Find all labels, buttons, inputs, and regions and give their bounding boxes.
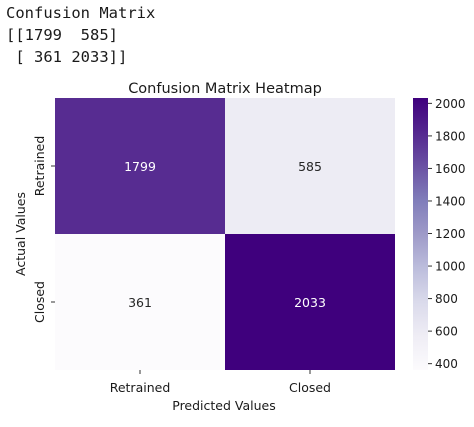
heatmap-cell [225,98,395,234]
colorbar-tick-label: 1000 [435,260,466,274]
colorbar-tick-label: 400 [435,357,458,371]
x-axis: Retrained Closed [110,370,331,395]
colorbar-ticks: 400 600 800 1000 1200 1400 1600 1800 2000 [428,97,466,371]
y-tick-label: Closed [32,281,47,323]
y-tick-label: Retrained [32,136,47,197]
x-tick-label: Closed [289,380,331,395]
heatmap-cell [55,98,225,234]
chart-title: Confusion Matrix Heatmap [128,81,322,97]
console-line-matrix-row-1: [[1799 585] [6,26,118,44]
y-axis-label: Actual Values [13,192,28,276]
cell-value-label: 361 [128,295,152,310]
colorbar-tick-label: 600 [435,325,458,339]
heatmap-cells: 1799 585 361 2033 [55,98,395,370]
console-output: Confusion Matrix [[1799 585] [ 361 2033]] [6,2,155,68]
colorbar-tick-label: 1200 [435,227,466,241]
console-line-title: Confusion Matrix [6,4,156,22]
y-axis: Retrained Closed [32,136,55,323]
cell-value-label: 1799 [124,159,156,174]
cell-value-label: 585 [298,159,322,174]
colorbar-tick-label: 800 [435,292,458,306]
x-axis-label: Predicted Values [172,398,276,413]
colorbar-tick-label: 1400 [435,194,466,208]
heatmap-cell [225,234,395,370]
console-line-matrix-row-2: [ 361 2033]] [6,48,128,66]
colorbar-tick-label: 2000 [435,97,466,111]
heatmap-cell [55,234,225,370]
cell-value-label: 2033 [294,295,326,310]
colorbar-tick-label: 1800 [435,129,466,143]
colorbar [413,98,428,370]
x-tick-label: Retrained [110,380,171,395]
colorbar-tick-label: 1600 [435,162,466,176]
